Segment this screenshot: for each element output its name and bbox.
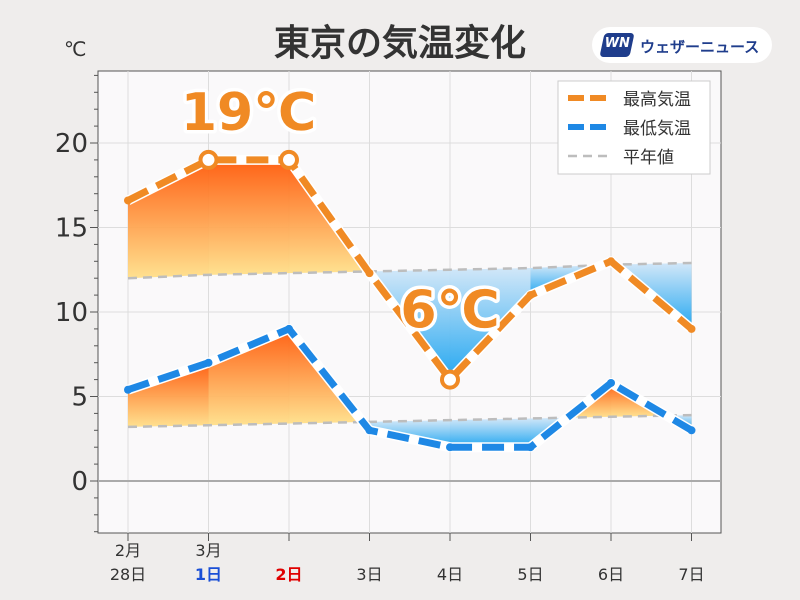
- normal-line: [127, 413, 692, 429]
- high-temp-point: [607, 257, 615, 266]
- y-tick-label: 10: [55, 298, 88, 328]
- low-temp-point: [204, 358, 213, 367]
- logo-text: ウェザーニュース: [640, 38, 760, 56]
- deviation-area: [450, 418, 531, 448]
- x-tick-day: 3日: [356, 565, 382, 584]
- x-tick-month: 2月: [115, 541, 141, 560]
- high-temp-line: [126, 156, 694, 384]
- x-tick-month: 3月: [195, 541, 221, 560]
- low-temp-point: [285, 324, 293, 333]
- low-temp-point: [687, 426, 696, 435]
- low-temp-point: [446, 443, 454, 452]
- legend-label: 最高気温: [623, 90, 691, 110]
- x-tick-day: 4日: [437, 565, 463, 584]
- y-tick-label: 0: [71, 467, 88, 497]
- high-temp-point: [687, 324, 696, 333]
- temperature-callout: 19℃: [181, 83, 316, 143]
- x-tick-day: 2日: [275, 565, 302, 584]
- highlight-point-marker: [279, 149, 299, 170]
- high-temp-point: [365, 269, 374, 278]
- deviation-area: [128, 362, 209, 427]
- legend-label: 最低気温: [623, 119, 691, 139]
- deviation-area: [128, 159, 209, 279]
- low-temp-point: [526, 443, 535, 452]
- y-tick-label: 20: [55, 129, 88, 159]
- y-tick-label: 15: [55, 214, 88, 244]
- high-temp-point: [526, 291, 535, 300]
- high-temp-point: [124, 196, 132, 205]
- low-temp-point: [365, 426, 374, 435]
- x-tick-day: 1日: [195, 565, 222, 584]
- x-tick-day: 6日: [598, 565, 624, 584]
- x-tick-day: 5日: [517, 565, 543, 584]
- low-temp-point: [607, 378, 615, 387]
- x-tick-day: 7日: [678, 565, 704, 584]
- x-tick-day: 28日: [110, 565, 146, 584]
- chart-title: 東京の気温変化: [274, 22, 526, 64]
- highlight-point-marker: [440, 369, 460, 390]
- weathernews-logo: WN ウェザーニュース: [592, 27, 772, 63]
- highlight-point-marker: [198, 149, 219, 170]
- deviation-area: [208, 159, 289, 275]
- deviation-area: [208, 328, 289, 426]
- y-axis-unit: ℃: [64, 37, 86, 61]
- legend-label: 平年値: [623, 148, 674, 168]
- temperature-callout: 6℃: [400, 281, 499, 341]
- low-temp-point: [124, 385, 132, 394]
- low-temp-line: [126, 325, 694, 451]
- y-tick-label: 5: [71, 383, 88, 413]
